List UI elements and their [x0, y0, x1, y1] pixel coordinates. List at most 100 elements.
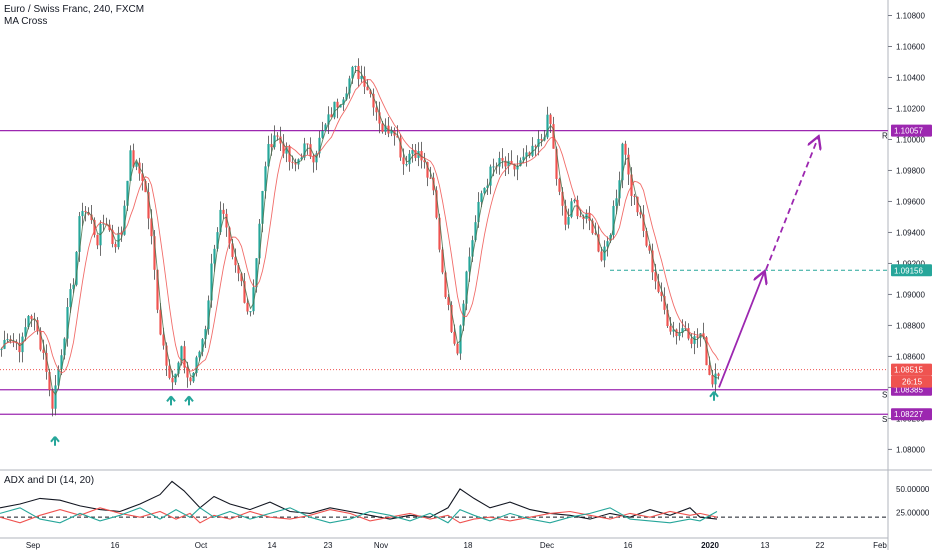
- price-tick-label: 1.09400: [896, 228, 925, 237]
- candle-body: [24, 327, 27, 337]
- candle-body: [429, 177, 432, 179]
- candle-body: [207, 300, 210, 330]
- time-tick-label: Sep: [26, 541, 41, 550]
- price-tick-label: 1.10800: [896, 11, 925, 20]
- candle-body: [27, 315, 30, 328]
- candle-body: [45, 352, 48, 372]
- candle-body: [489, 166, 492, 186]
- candle-body: [39, 330, 42, 350]
- candle-body: [231, 243, 234, 257]
- candle-body: [408, 153, 411, 165]
- candle-body: [63, 338, 66, 356]
- candle-body: [309, 144, 312, 157]
- time-tick-label: 2020: [701, 541, 719, 550]
- level-tag: S: [882, 391, 887, 400]
- candle-body: [441, 249, 444, 273]
- candle-body: [42, 349, 45, 353]
- candle-body: [390, 130, 393, 134]
- candle-body: [354, 65, 357, 67]
- candle-body: [648, 245, 651, 251]
- candle-body: [141, 173, 144, 182]
- candle-body: [480, 193, 483, 202]
- candle-body: [423, 160, 426, 163]
- candle-body: [249, 311, 252, 313]
- candle-body: [516, 165, 519, 170]
- price-tick-label: 1.09000: [896, 290, 925, 299]
- candle-body: [426, 162, 429, 178]
- candle-body: [189, 377, 192, 382]
- time-tick-label: Oct: [195, 541, 208, 550]
- time-axis: Sep 16 Oct 14 23 Nov 18 Dec 16 2020 13 22 Feb: [26, 541, 888, 550]
- candle-body: [477, 201, 480, 223]
- candle-body: [669, 326, 672, 332]
- candle-body: [468, 256, 471, 272]
- candle-body: [195, 357, 198, 373]
- candle-body: [171, 377, 174, 383]
- candle-body: [501, 157, 504, 161]
- price-label-box: [891, 264, 932, 277]
- candle-body: [267, 144, 270, 167]
- candle-body: [681, 328, 684, 333]
- candle-body: [705, 337, 708, 366]
- candle-body: [612, 205, 615, 236]
- price-label-box: [891, 124, 932, 137]
- price-label: 1.08227: [894, 410, 923, 419]
- candle-body: [540, 139, 543, 141]
- candle-body: [147, 192, 150, 219]
- price-label: 1.09156: [894, 266, 923, 275]
- price-tick-label: 1.10200: [896, 104, 925, 113]
- candle-body: [291, 161, 294, 163]
- candle-body: [318, 137, 321, 154]
- candle-body: [111, 230, 114, 244]
- candle-body: [360, 76, 363, 80]
- candle-body: [693, 336, 696, 344]
- candle-body: [120, 232, 123, 235]
- candle-body: [222, 209, 225, 214]
- candle-body: [18, 343, 21, 353]
- candle-body: [81, 210, 84, 217]
- candle-body: [504, 160, 507, 167]
- candle-body: [165, 345, 168, 366]
- price-tick-label: 1.09600: [896, 197, 925, 206]
- candle-body: [300, 157, 303, 160]
- candle-body: [594, 233, 597, 235]
- time-tick-label: Nov: [374, 541, 388, 550]
- candle-body: [345, 93, 348, 100]
- candle-body: [609, 235, 612, 242]
- candle-body: [90, 214, 93, 221]
- candle-body: [240, 273, 243, 282]
- candle-body: [246, 302, 249, 312]
- candle-body: [717, 373, 720, 377]
- candle-body: [336, 101, 339, 108]
- candle-body: [180, 346, 183, 363]
- candle-body: [651, 250, 654, 273]
- candle-body: [660, 291, 663, 297]
- projection-arrow-dashed: [765, 138, 818, 270]
- time-tick-label: 23: [324, 541, 333, 550]
- candle-body: [567, 216, 570, 225]
- candle-body: [306, 143, 309, 145]
- candle-body: [33, 319, 36, 321]
- candle-body: [234, 256, 237, 266]
- candle-body: [153, 236, 156, 270]
- candle-body: [381, 123, 384, 132]
- candle-body: [375, 107, 378, 113]
- candle-body: [642, 214, 645, 231]
- candle-body: [624, 143, 627, 155]
- candle-body: [330, 114, 333, 118]
- candle-body: [534, 145, 537, 147]
- time-tick-label: Dec: [540, 541, 554, 550]
- candle-body: [123, 205, 126, 235]
- candle-body: [405, 164, 408, 166]
- candle-body: [177, 362, 180, 374]
- candle-body: [438, 217, 441, 250]
- moving-averages: [1, 70, 719, 396]
- arrow-annotations: [50, 138, 818, 446]
- candle-body: [96, 234, 99, 246]
- candle-body: [564, 205, 567, 225]
- candle-body: [93, 220, 96, 235]
- time-tick-label: 18: [464, 541, 473, 550]
- price-label: 1.10057: [894, 127, 923, 136]
- candle-body: [276, 135, 279, 137]
